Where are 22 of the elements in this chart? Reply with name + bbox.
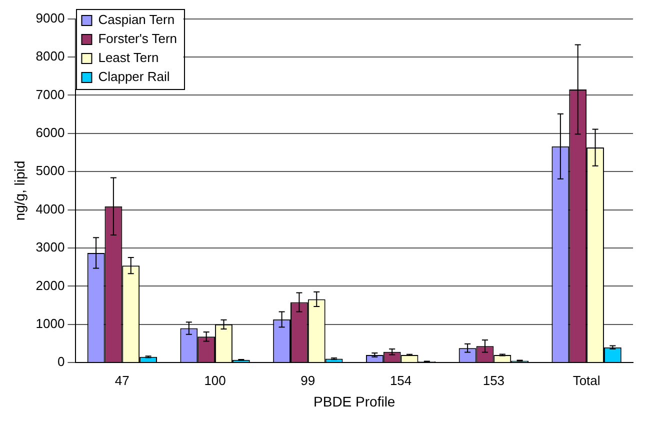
x-tick-label: 99: [300, 372, 316, 388]
y-tick-label: 8000: [36, 48, 65, 64]
y-tick-label: 9000: [36, 10, 65, 26]
y-tick-label: 3000: [36, 240, 65, 255]
y-tick-label: 2000: [36, 278, 65, 293]
x-tick-label: 100: [204, 372, 226, 388]
x-tick-label: 47: [114, 372, 130, 388]
x-tick-label: Total: [572, 372, 600, 388]
y-tick-label: 4000: [36, 201, 65, 216]
y-tick-label: 7000: [36, 86, 65, 102]
y-axis-title: ng/g, lipid: [11, 160, 28, 221]
y-tick-label: 0: [57, 354, 65, 370]
x-tick-label: 154: [390, 372, 412, 388]
x-tick-label: 153: [482, 372, 505, 388]
y-tick-label: 1000: [36, 316, 65, 331]
legend-label: Forster's Tern: [98, 31, 178, 46]
y-tick-label: 5000: [36, 163, 65, 178]
legend-label: Clapper Rail: [98, 69, 170, 84]
x-axis-title: PBDE Profile: [314, 393, 396, 410]
legend-label: Caspian Tern: [98, 12, 175, 28]
y-tick-label: 6000: [36, 124, 65, 140]
legend-label: Least Tern: [98, 50, 159, 66]
